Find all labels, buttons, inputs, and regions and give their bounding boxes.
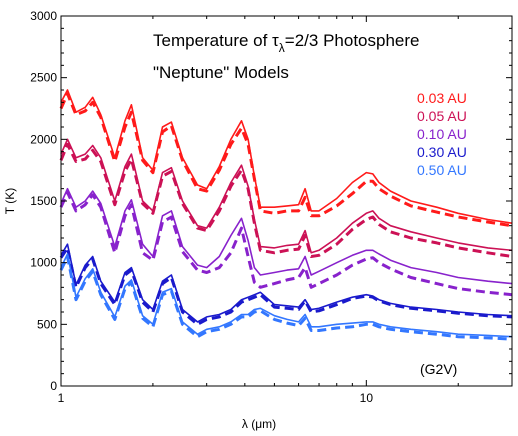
y-tick-label: 2000 <box>30 132 57 146</box>
y-tick-label: 3000 <box>30 9 57 23</box>
star-type-annotation: (G2V) <box>420 361 457 377</box>
legend-entry: 0.30 AU <box>417 144 467 160</box>
y-tick-label: 1000 <box>30 256 57 270</box>
y-axis-label: T (K) <box>3 188 17 214</box>
chart-title-line2: "Neptune" Models <box>153 63 289 82</box>
plot-lines <box>59 89 513 341</box>
title-prefix: Temperature of τ <box>153 31 279 50</box>
y-tick-label: 500 <box>37 317 57 331</box>
title-subscript: λ <box>279 41 285 55</box>
x-tick-label: 10 <box>360 391 374 405</box>
legend-entry: 0.10 AU <box>417 126 467 142</box>
series-1-solid-line <box>60 89 513 224</box>
series-3-solid-line <box>60 187 513 285</box>
y-tick-label: 2500 <box>30 71 57 85</box>
chart-title-line1: Temperature of τλ=2/3 Photosphere <box>153 31 419 55</box>
legend-entry: 0.03 AU <box>417 90 467 106</box>
legend-entry: 0.05 AU <box>417 108 467 124</box>
title-suffix: =2/3 Photosphere <box>285 31 420 50</box>
x-axis-label: λ (μm) <box>242 417 276 431</box>
legend: 0.03 AU 0.05 AU 0.10 AU 0.30 AU 0.50 AU <box>417 90 467 178</box>
series-4-dashed-line <box>59 246 513 326</box>
axes: 0 500 1000 1500 2000 2500 3000 1 10 <box>30 9 513 405</box>
series-2-dashed-line <box>59 142 513 258</box>
x-tick-label: 1 <box>58 391 65 405</box>
y-tick-label: 0 <box>50 379 57 393</box>
series-3-dashed-line <box>59 190 513 297</box>
y-tick-label: 1500 <box>30 194 57 208</box>
series-5-dashed-line <box>59 255 513 341</box>
legend-entry: 0.50 AU <box>417 162 467 178</box>
